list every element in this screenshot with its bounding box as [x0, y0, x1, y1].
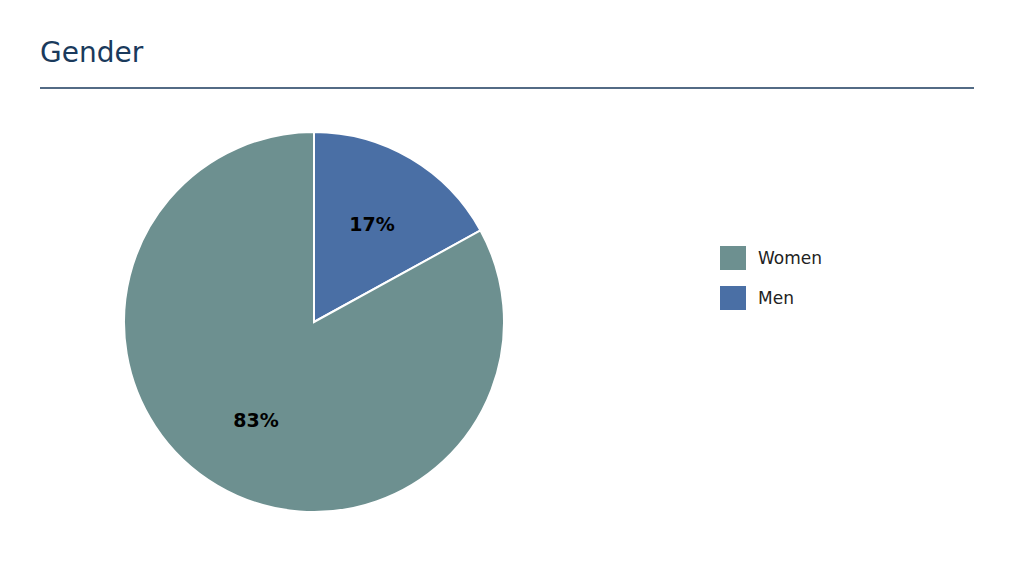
legend-label: Women	[758, 248, 822, 268]
data-labels: 17% 83%	[233, 213, 395, 431]
chart-container: Gender 17% 83% Women Men	[0, 0, 1014, 572]
data-label: 17%	[349, 213, 394, 235]
slices	[124, 132, 504, 512]
title-rule	[40, 87, 974, 89]
legend: Women Men	[720, 246, 822, 310]
legend-swatch	[720, 246, 746, 270]
pie-slice	[124, 132, 504, 512]
legend-swatch	[720, 286, 746, 310]
legend-label: Men	[758, 288, 794, 308]
data-label: 83%	[233, 409, 278, 431]
title: Gender	[40, 36, 144, 69]
chart-svg: Gender 17% 83% Women Men	[0, 0, 1014, 572]
